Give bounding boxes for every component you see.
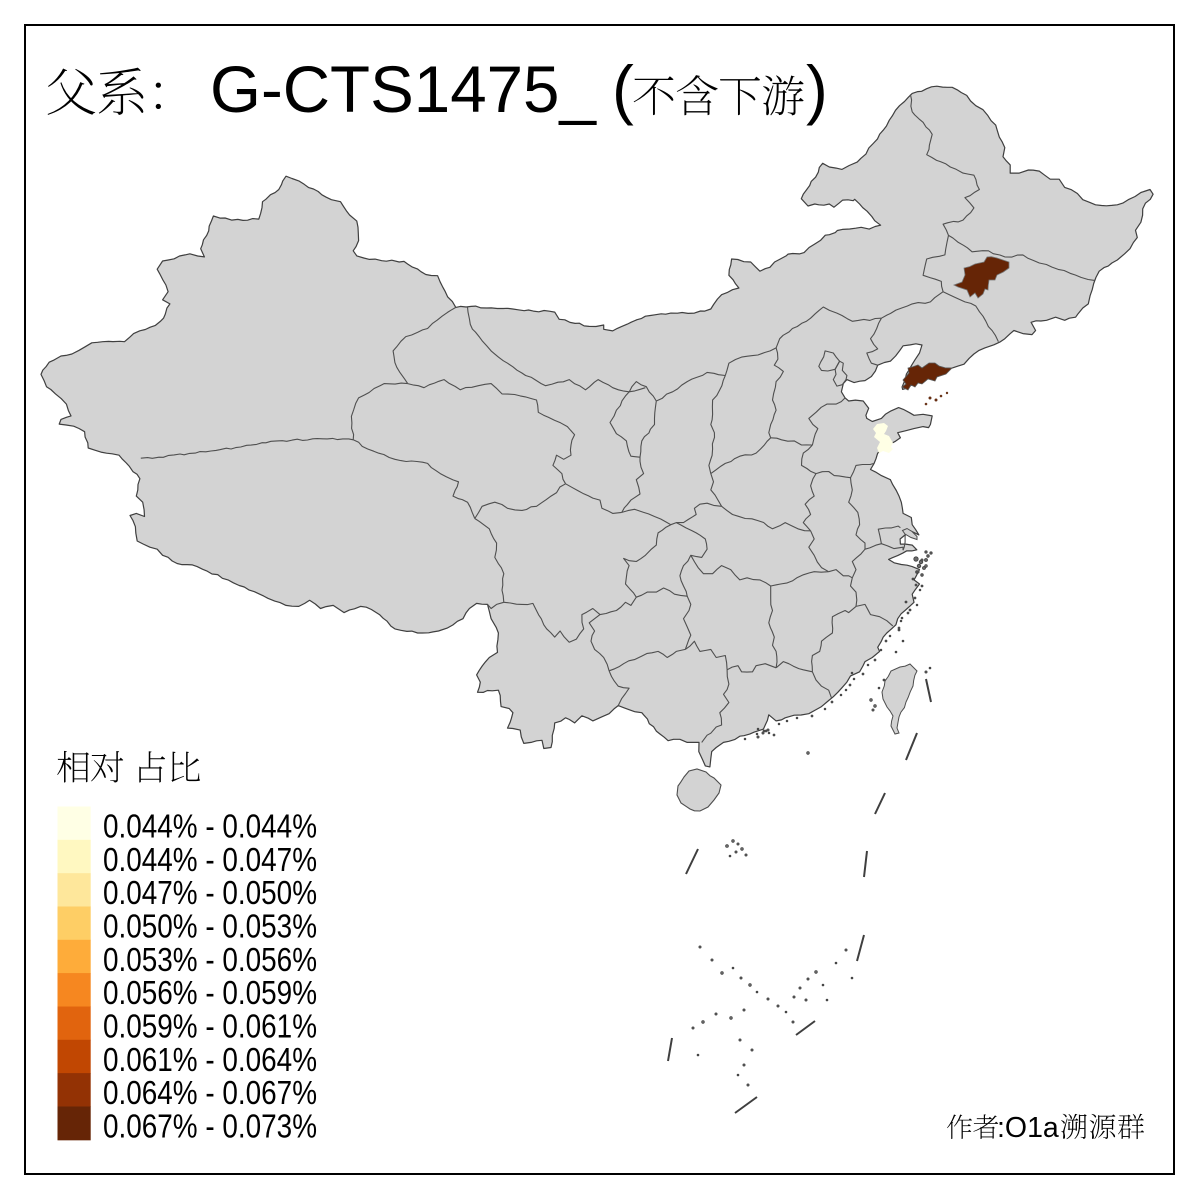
svg-text:0.047% - 0.050%: 0.047% - 0.050%	[103, 874, 317, 911]
svg-text::O1a: :O1a	[997, 1112, 1059, 1144]
svg-text:0.061% - 0.064%: 0.061% - 0.064%	[103, 1041, 317, 1078]
svg-text:0.044% - 0.047%: 0.044% - 0.047%	[103, 841, 317, 878]
svg-text:0.056% - 0.059%: 0.056% - 0.059%	[103, 974, 317, 1011]
svg-text:0.050% - 0.053%: 0.050% - 0.053%	[103, 908, 317, 945]
svg-text:0.067% - 0.073%: 0.067% - 0.073%	[103, 1108, 317, 1145]
svg-text:0.059% - 0.061%: 0.059% - 0.061%	[103, 1008, 317, 1045]
svg-text:0.044% - 0.044%: 0.044% - 0.044%	[103, 808, 317, 845]
svg-text:G-CTS1475_: G-CTS1475_	[210, 53, 597, 126]
svg-text:): )	[806, 53, 828, 126]
svg-text:(: (	[612, 53, 634, 126]
svg-text:0.064% - 0.067%: 0.064% - 0.067%	[103, 1074, 317, 1111]
svg-text:0.053% - 0.056%: 0.053% - 0.056%	[103, 941, 317, 978]
